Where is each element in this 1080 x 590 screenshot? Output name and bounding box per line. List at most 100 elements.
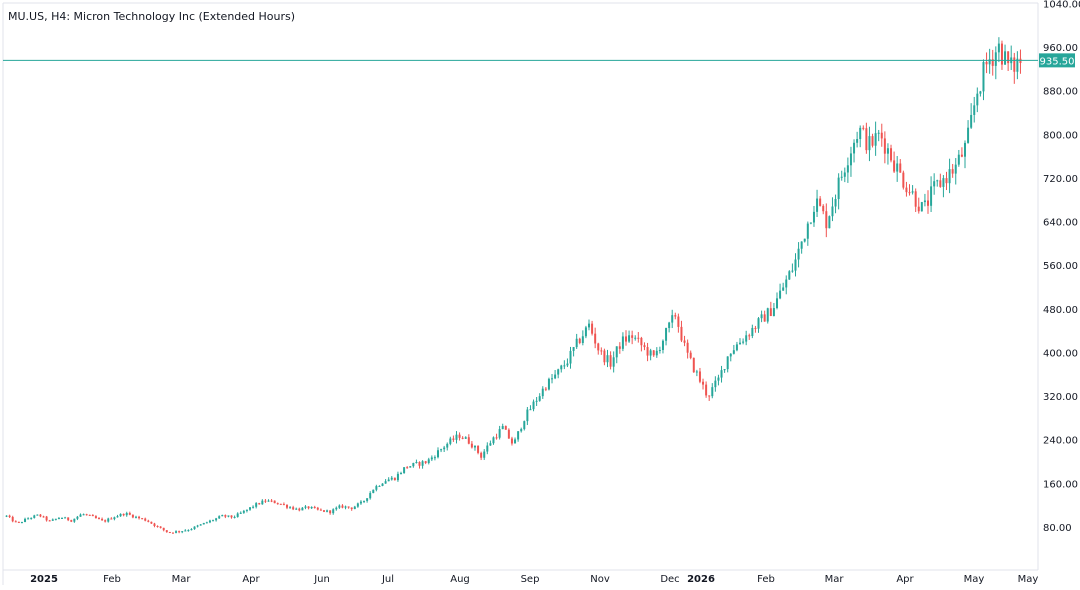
candle-body xyxy=(215,518,218,521)
candle-body xyxy=(498,429,501,438)
x-tick-label: Sep xyxy=(521,574,540,585)
candle-body xyxy=(175,531,178,533)
candle-body xyxy=(840,176,843,178)
candle-body xyxy=(859,127,862,140)
candle-body xyxy=(42,516,45,518)
candle-body xyxy=(381,483,384,486)
candle-body xyxy=(446,443,449,448)
candle-body xyxy=(775,298,778,309)
candle-body xyxy=(452,438,455,440)
candle-body xyxy=(449,438,452,444)
candle-body xyxy=(396,473,399,481)
candle-body xyxy=(960,154,963,157)
candle-body xyxy=(942,178,945,187)
candle-body xyxy=(70,520,73,522)
y-tick-label: 720.00 xyxy=(1043,174,1078,185)
candle-body xyxy=(791,270,794,272)
time-axis[interactable]: 2025 Feb Mar Apr Jun Jul Aug Sep Nov Dec 2026 Feb Ma… xyxy=(30,574,1038,585)
candle-body xyxy=(218,516,221,519)
candle-body xyxy=(637,337,640,339)
candle-body xyxy=(575,338,578,348)
candle-body xyxy=(495,437,498,439)
candle-body xyxy=(141,518,144,520)
candle-body xyxy=(739,342,742,345)
candle-body xyxy=(874,133,877,146)
candle-body xyxy=(464,437,467,439)
candle-body xyxy=(779,290,782,299)
candle-body xyxy=(886,148,889,154)
candle-body xyxy=(711,387,714,397)
candle-body xyxy=(418,461,421,466)
candle-body xyxy=(591,323,594,334)
candle-body xyxy=(122,513,125,516)
x-tick-label: Mar xyxy=(825,574,845,585)
candle-body xyxy=(973,105,976,115)
candle-body xyxy=(332,509,335,514)
candle-body xyxy=(735,344,738,351)
candle-body xyxy=(597,343,600,351)
candle-body xyxy=(856,139,859,143)
candle-body xyxy=(812,211,815,223)
y-tick-label: 80.00 xyxy=(1043,523,1072,534)
price-axis[interactable]: 80.00 160.00 240.00 320.00 400.00 480.00 560.0… xyxy=(1043,0,1080,534)
candle-body xyxy=(199,524,202,526)
candle-body xyxy=(991,59,994,66)
candle-body xyxy=(470,443,473,448)
candle-body xyxy=(104,520,107,522)
candle-body xyxy=(178,531,181,533)
candle-body xyxy=(760,314,763,319)
candle-body xyxy=(239,512,242,514)
candle-body xyxy=(1013,57,1016,72)
candle-body xyxy=(893,160,896,172)
candle-body xyxy=(128,513,131,515)
candle-body xyxy=(945,178,948,184)
candle-body xyxy=(338,505,341,508)
candle-body xyxy=(208,520,211,523)
candle-body xyxy=(578,338,581,343)
candle-body xyxy=(393,477,396,481)
candle-body xyxy=(846,165,849,173)
candle-body xyxy=(61,517,64,519)
y-tick-label: 480.00 xyxy=(1043,305,1078,316)
candle-body xyxy=(797,248,800,260)
candle-body xyxy=(430,457,433,460)
candle-body xyxy=(988,59,991,65)
candle-body xyxy=(107,518,110,522)
candle-body xyxy=(816,198,819,212)
candle-body xyxy=(264,500,267,502)
candle-body xyxy=(304,506,307,508)
candle-body xyxy=(480,452,483,458)
candle-body xyxy=(230,515,233,518)
x-tick-label: Dec xyxy=(660,574,679,585)
candle-body xyxy=(970,114,973,128)
candle-body xyxy=(514,439,517,444)
candle-body xyxy=(547,378,550,390)
x-tick-label: Feb xyxy=(757,574,775,585)
candle-body xyxy=(643,345,646,348)
current-price-badge[interactable]: 935.50 xyxy=(1039,53,1075,67)
candle-body xyxy=(954,164,957,174)
candle-body xyxy=(91,515,94,517)
candle-body xyxy=(507,429,510,439)
candle-body xyxy=(88,514,91,516)
candle-body xyxy=(698,371,701,382)
candle-body xyxy=(609,355,612,367)
y-tick-label: 640.00 xyxy=(1043,218,1078,229)
candle-body xyxy=(584,327,587,337)
y-tick-label: 240.00 xyxy=(1043,436,1078,447)
candle-body xyxy=(581,336,584,343)
candle-body xyxy=(880,132,883,139)
candle-body xyxy=(871,136,874,146)
candle-body xyxy=(255,503,258,507)
candle-body xyxy=(212,520,215,522)
current-price-label: 935.50 xyxy=(1040,56,1075,67)
candle-body xyxy=(612,357,615,367)
candle-body xyxy=(588,323,591,328)
candle-body xyxy=(908,192,911,194)
candle-body xyxy=(1007,51,1010,64)
candles-layer xyxy=(5,37,1022,534)
candle-body xyxy=(267,500,270,502)
candle-body xyxy=(282,504,285,506)
candle-body xyxy=(113,517,116,520)
